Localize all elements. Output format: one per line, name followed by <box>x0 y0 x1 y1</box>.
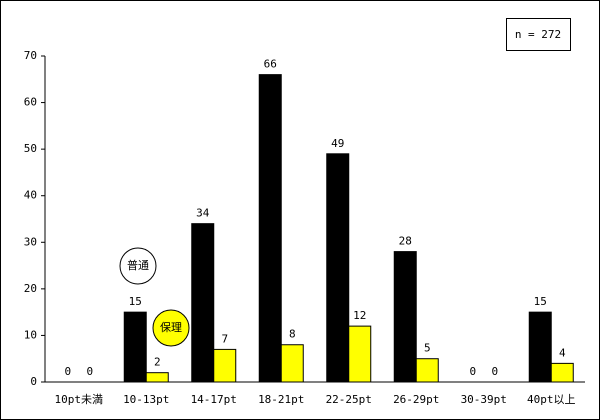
y-tick-label: 20 <box>24 282 37 295</box>
data-label: 15 <box>129 295 142 308</box>
bar <box>258 74 282 383</box>
data-label: 34 <box>196 207 210 220</box>
bar <box>280 344 304 383</box>
x-tick-label: 18-21pt <box>258 393 304 406</box>
x-tick-label: 26-29pt <box>393 393 439 406</box>
y-tick-label: 10 <box>24 328 37 341</box>
x-tick-label: 14-17pt <box>191 393 237 406</box>
data-label: 7 <box>221 332 228 345</box>
data-label: 49 <box>331 137 344 150</box>
data-label: 12 <box>353 309 366 322</box>
data-label: 8 <box>289 328 296 341</box>
data-label: 66 <box>264 58 277 71</box>
data-label: 0 <box>86 365 93 378</box>
bar <box>393 251 417 383</box>
annotation: n = 272 <box>515 28 561 41</box>
bar <box>348 325 372 383</box>
data-label: 28 <box>399 235 412 248</box>
bar <box>326 153 350 383</box>
y-tick-label: 50 <box>24 142 37 155</box>
data-label: 0 <box>64 365 71 378</box>
x-tick-label: 40pt以上 <box>527 393 576 406</box>
data-label: 0 <box>491 365 498 378</box>
bar <box>213 348 237 383</box>
y-tick-label: 0 <box>30 375 37 388</box>
x-tick-label: 10-13pt <box>123 393 169 406</box>
data-label: 4 <box>559 346 566 359</box>
bar <box>550 362 574 383</box>
data-label: 2 <box>154 356 161 369</box>
x-tick-label: 22-25pt <box>326 393 372 406</box>
bar <box>145 372 169 383</box>
bar <box>123 311 147 383</box>
data-label: 5 <box>424 342 431 355</box>
annotation-box <box>506 18 571 51</box>
y-tick-label: 70 <box>24 49 37 62</box>
y-tick-label: 40 <box>24 189 37 202</box>
y-tick-label: 30 <box>24 235 37 248</box>
x-tick-label: 10pt未満 <box>55 393 104 406</box>
bar <box>528 311 552 383</box>
data-label: 0 <box>469 365 476 378</box>
x-tick-label: 30-39pt <box>461 393 507 406</box>
legend-label: 保理 <box>160 320 182 334</box>
legend-swatch <box>119 247 157 285</box>
legend-label: 普通 <box>127 258 149 272</box>
bar <box>415 358 439 383</box>
y-tick-label: 60 <box>24 96 37 109</box>
data-label: 15 <box>534 295 547 308</box>
bar <box>191 223 215 383</box>
legend-swatch <box>152 309 190 347</box>
